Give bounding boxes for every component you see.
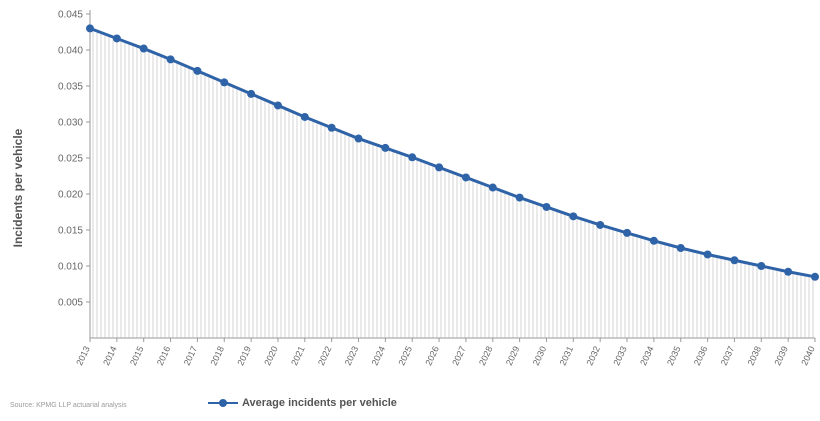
x-tick-label: 2033	[611, 345, 629, 367]
x-tick-label: 2016	[155, 345, 173, 367]
x-tick-label: 2030	[531, 345, 549, 367]
data-point	[676, 244, 685, 252]
x-tick-label: 2017	[182, 345, 200, 367]
y-tick-label: 0.020	[58, 190, 83, 201]
data-point	[461, 173, 470, 182]
x-tick-label: 2037	[719, 345, 737, 367]
data-point	[220, 78, 229, 87]
x-tick-label: 2014	[101, 345, 119, 367]
data-point	[112, 34, 121, 43]
x-tick-label: 2036	[692, 345, 710, 367]
area-fill	[90, 28, 815, 339]
y-tick-label: 0.040	[58, 46, 83, 57]
data-point	[86, 24, 94, 33]
x-tick-label: 2021	[289, 345, 307, 367]
data-point	[139, 44, 148, 53]
x-tick-label: 2038	[746, 345, 764, 367]
data-point	[408, 153, 417, 162]
source-note: Source: KPMG LLP actuarial analysis	[10, 402, 127, 409]
data-point	[193, 66, 202, 75]
x-tick-label: 2028	[477, 345, 495, 367]
data-point	[569, 212, 578, 221]
data-point	[515, 193, 524, 202]
x-tick-label: 2040	[799, 345, 817, 367]
x-tick-label: 2023	[343, 345, 361, 367]
data-point	[730, 256, 739, 265]
data-point	[757, 262, 766, 270]
x-tick-label: 2027	[450, 345, 468, 367]
data-point	[542, 202, 551, 211]
data-point	[273, 101, 282, 110]
data-point	[247, 89, 256, 98]
y-tick-label: 0.005	[58, 298, 83, 309]
data-point	[300, 112, 309, 121]
legend-line-marker-icon	[208, 398, 238, 408]
y-tick-label: 0.035	[58, 82, 83, 93]
y-tick-label: 0.015	[58, 226, 83, 237]
data-point	[488, 183, 497, 192]
x-tick-label: 2018	[209, 345, 227, 367]
x-tick-label: 2039	[772, 345, 790, 367]
x-tick-label: 2031	[558, 345, 576, 367]
data-point	[381, 143, 390, 152]
series-line	[89, 26, 816, 279]
x-tick-label: 2024	[370, 345, 388, 367]
data-point	[623, 228, 632, 237]
x-tick-label: 2034	[638, 345, 656, 367]
x-tick-label: 2019	[235, 345, 253, 367]
x-tick-label: 2022	[316, 345, 334, 367]
data-point	[703, 250, 712, 259]
x-tick-label: 2015	[128, 345, 146, 367]
x-tick-label: 2032	[584, 345, 602, 367]
data-point	[166, 55, 175, 64]
data-point	[784, 267, 793, 276]
x-tick-label: 2013	[74, 345, 92, 367]
x-tick-label: 2020	[262, 345, 280, 367]
data-point	[354, 134, 363, 143]
data-point	[596, 220, 605, 229]
x-tick-label: 2025	[397, 345, 415, 367]
legend: Average incidents per vehicle	[208, 397, 397, 409]
x-tick-label: 2035	[665, 345, 683, 367]
y-tick-label: 0.045	[58, 10, 83, 21]
x-tick-label: 2026	[423, 345, 441, 367]
data-point	[649, 236, 658, 245]
y-tick-label: 0.025	[58, 154, 83, 165]
legend-label: Average incidents per vehicle	[242, 397, 397, 409]
y-axis-label: Incidents per vehicle	[11, 128, 25, 247]
y-tick-label: 0.010	[58, 262, 83, 273]
data-point	[811, 272, 819, 281]
data-point	[327, 123, 336, 132]
x-tick-label: 2029	[504, 345, 522, 367]
y-tick-label: 0.030	[58, 118, 83, 129]
data-point	[435, 163, 444, 172]
